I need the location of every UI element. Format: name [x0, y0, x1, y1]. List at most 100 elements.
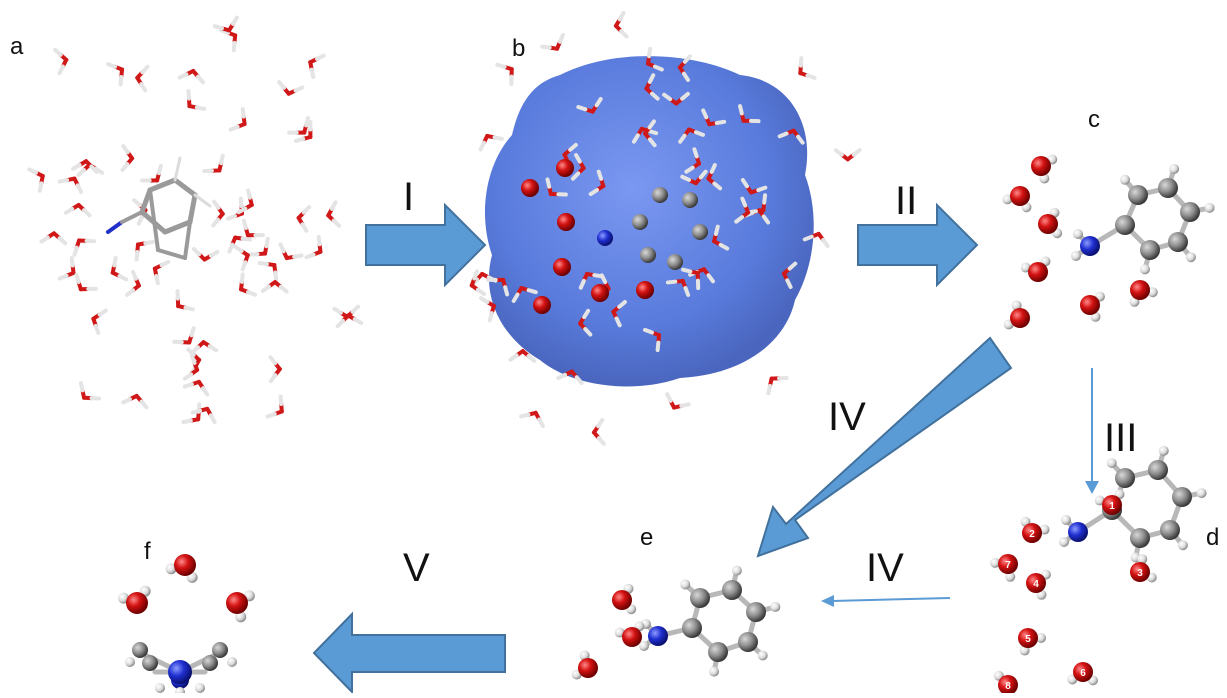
water-bond-hydrogen	[133, 272, 136, 279]
hydrogen-atom	[1059, 537, 1069, 547]
water-bond-hydrogen	[229, 245, 232, 252]
water-bond-hydrogen	[694, 149, 696, 156]
water-bond-hydrogen	[127, 290, 133, 295]
water-bond-hydrogen	[78, 170, 84, 175]
water-bond-hydrogen	[215, 26, 222, 28]
water-bond-hydrogen	[271, 375, 275, 381]
water-bond-hydrogen	[620, 13, 624, 19]
water-bond-hydrogen	[598, 420, 602, 426]
water-bond-hydrogen	[649, 131, 656, 133]
arrow-step-5	[314, 614, 505, 692]
water-bond-hydrogen	[59, 67, 62, 74]
water-bond-hydrogen	[296, 87, 303, 90]
arrow-step-4b	[832, 598, 950, 601]
water-bond-hydrogen	[137, 252, 138, 259]
oxygen-atom	[578, 658, 598, 678]
water-bond-hydrogen	[193, 411, 200, 413]
water-bond-hydrogen	[156, 276, 158, 283]
panel-label-f: f	[144, 540, 151, 564]
water-bond-hydrogen	[717, 122, 724, 123]
water-index-label: 3	[1137, 568, 1143, 579]
water-bond-hydrogen	[306, 118, 308, 125]
carbon-atom	[1160, 520, 1180, 540]
nitrogen-atom	[648, 626, 668, 646]
water-bond-hydrogen	[742, 199, 745, 206]
embedded-oxygen-atom	[636, 281, 654, 299]
water-bond-hydrogen	[134, 200, 140, 205]
nitrogen-atom	[168, 660, 192, 684]
water-bond-hydrogen	[758, 188, 765, 190]
ring-bond	[158, 250, 185, 258]
hydrogen-atom	[1197, 488, 1207, 498]
water-bond-hydrogen	[658, 343, 659, 350]
water-bond-hydrogen	[621, 31, 626, 36]
water-bond-hydrogen	[481, 298, 487, 302]
water-bond-hydrogen	[185, 384, 192, 386]
carbon-atom	[682, 618, 702, 638]
water-bond-hydrogen	[123, 146, 127, 152]
molecular-surface	[485, 56, 814, 386]
carbon-atom	[142, 655, 158, 671]
water-bond-hydrogen	[231, 127, 238, 130]
hydrogen-atom	[1140, 264, 1150, 274]
oxygen-atom	[1080, 295, 1100, 315]
panel-label-a: a	[10, 35, 23, 59]
water-index-label: 7	[1005, 560, 1011, 571]
hydrogen-atom	[1159, 446, 1169, 456]
water-bond-hydrogen	[312, 70, 313, 77]
water-bond-hydrogen	[681, 404, 688, 406]
water-bond-hydrogen	[60, 180, 67, 182]
water-bond-hydrogen	[221, 156, 223, 163]
water-bond-hydrogen	[854, 150, 860, 155]
hydrogen-atom	[1178, 540, 1188, 550]
arrow-step-1	[366, 205, 485, 285]
water-bond-hydrogen	[60, 276, 67, 279]
water-bond-hydrogen	[198, 77, 203, 83]
ring-bond	[190, 195, 195, 222]
water-bond-hydrogen	[521, 415, 528, 417]
water-bond-hydrogen	[768, 386, 770, 393]
water-bond-hydrogen	[142, 67, 147, 72]
hydrogen-atom	[639, 641, 649, 651]
water-bond-hydrogen	[84, 210, 89, 215]
water-bond-hydrogen	[40, 183, 41, 190]
water-bond-hydrogen	[807, 76, 814, 78]
hydrogen-atom	[770, 602, 780, 612]
water-bond-hydrogen	[560, 35, 563, 42]
water-bond-hydrogen	[41, 237, 47, 241]
water-bond-hydrogen	[696, 132, 703, 135]
oxygen-atom	[174, 554, 196, 576]
panel-label-e: e	[640, 526, 653, 550]
water-bond-hydrogen	[319, 237, 320, 244]
water-bond-hydrogen	[281, 396, 282, 403]
water-bond-hydrogen	[510, 355, 516, 359]
water-bond-hydrogen	[60, 238, 66, 243]
water-bond-hydrogen	[211, 415, 215, 422]
carbon-atom	[738, 632, 758, 652]
oxygen-atom	[1031, 156, 1051, 176]
water-bond-hydrogen	[263, 286, 269, 290]
water-bond-hydrogen	[210, 346, 216, 350]
oxygen-atom	[126, 592, 148, 614]
ring-bond	[175, 180, 195, 195]
water-bond-hydrogen	[645, 330, 652, 333]
water-index-label: 4	[1033, 579, 1039, 590]
water-bond-hydrogen	[100, 310, 106, 314]
water-bond-hydrogen	[233, 18, 237, 24]
water-bond-hydrogen	[180, 74, 187, 77]
water-bond-hydrogen	[66, 209, 72, 213]
hydrogen-atom	[680, 579, 690, 589]
ring-bond-hydrogen	[175, 158, 180, 180]
water-bond-hydrogen	[188, 91, 189, 98]
water-bond-hydrogen	[497, 65, 504, 67]
water-bond-hydrogen	[123, 164, 128, 170]
ring-bond-hydrogen	[195, 195, 210, 206]
water-bond-hydrogen	[72, 258, 73, 265]
hydrogen-atom	[227, 657, 237, 667]
water-bond-hydrogen	[243, 239, 250, 240]
water-bond-hydrogen	[581, 281, 584, 288]
water-bond-hydrogen	[599, 172, 601, 179]
carbon-atom	[1140, 240, 1160, 260]
panel-label-b: b	[512, 37, 525, 61]
